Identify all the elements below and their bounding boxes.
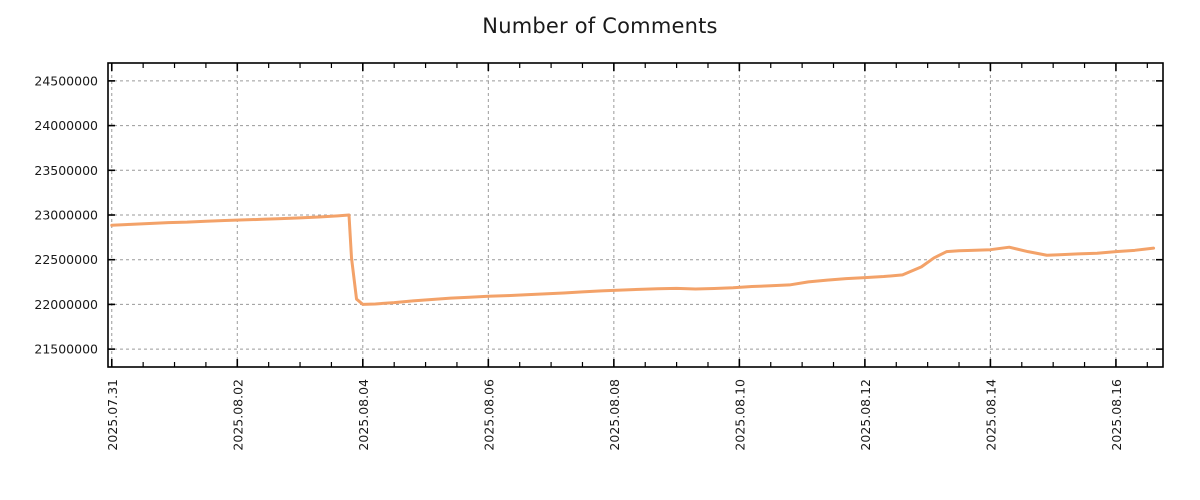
- x-axis-tick-label: 2025.08.12: [858, 379, 873, 451]
- y-axis-tick-label: 24000000: [34, 118, 98, 133]
- y-axis-tick-label: 22500000: [34, 252, 98, 267]
- plot-frame: [107, 62, 1164, 368]
- x-axis-ticks-major: [110, 359, 1117, 367]
- x-axis-tick-label: 2025.07.31: [105, 379, 120, 451]
- y-axis-tick-label: 23000000: [34, 208, 98, 223]
- x-axis-labels: 2025.07.31 2025.08.02 2025.08.04 2025.08.06…: [105, 379, 1124, 451]
- x-axis-tick-label: 2025.08.10: [732, 379, 747, 451]
- x-axis-ticks-minor: [142, 63, 1148, 367]
- x-axis-tick-label: 2025.08.04: [356, 379, 371, 451]
- y-axis-labels: 21500000 22000000 22500000 23000000 23500000…: [34, 73, 98, 356]
- vertical-gridlines: [111, 63, 1117, 367]
- x-axis-tick-label: 2025.08.16: [1109, 379, 1124, 451]
- y-axis-tick-label: 23500000: [34, 163, 98, 178]
- chart-title: Number of Comments: [482, 14, 718, 38]
- x-axis-tick-label: 2025.08.02: [230, 379, 245, 451]
- comments-line-series: [110, 213, 1156, 306]
- x-axis-tick-label: 2025.08.08: [607, 379, 622, 451]
- x-axis-tick-label: 2025.08.14: [983, 379, 998, 451]
- x-axis-ticks-top: [110, 63, 1117, 71]
- horizontal-gridlines: [108, 80, 1163, 350]
- data-series-comments: [110, 213, 1156, 306]
- y-axis-tick-label: 22000000: [34, 297, 98, 312]
- y-axis-tick-label: 21500000: [34, 342, 98, 357]
- y-axis-ticks: [108, 80, 1163, 350]
- y-axis-tick-label: 24500000: [34, 73, 98, 88]
- x-axis-tick-label: 2025.08.06: [481, 379, 496, 451]
